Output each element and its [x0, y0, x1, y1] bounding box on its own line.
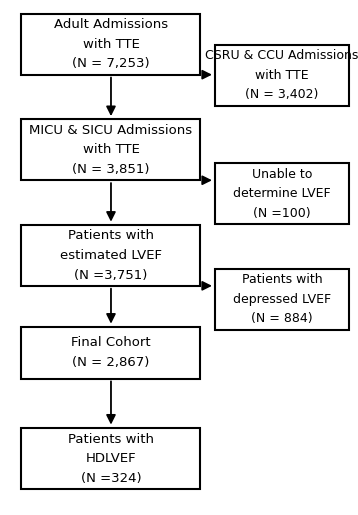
FancyBboxPatch shape — [21, 327, 200, 379]
Text: CSRU & CCU Admissions: CSRU & CCU Admissions — [205, 49, 358, 62]
Text: (N =324): (N =324) — [81, 472, 141, 485]
Text: determine LVEF: determine LVEF — [233, 187, 331, 200]
Text: (N =100): (N =100) — [253, 207, 311, 220]
Text: with TTE: with TTE — [255, 68, 309, 82]
Text: Unable to: Unable to — [252, 167, 312, 181]
Text: Adult Admissions: Adult Admissions — [54, 18, 168, 31]
FancyBboxPatch shape — [21, 428, 200, 489]
Text: (N = 7,253): (N = 7,253) — [72, 57, 150, 71]
Text: Final Cohort: Final Cohort — [71, 336, 151, 350]
FancyBboxPatch shape — [21, 119, 200, 180]
Text: (N =3,751): (N =3,751) — [74, 268, 147, 282]
FancyBboxPatch shape — [21, 14, 200, 75]
Text: with TTE: with TTE — [83, 143, 139, 157]
Text: (N = 3,402): (N = 3,402) — [245, 88, 319, 101]
Text: (N = 2,867): (N = 2,867) — [72, 356, 150, 369]
Text: HDLVEF: HDLVEF — [86, 452, 136, 466]
Text: (N = 3,851): (N = 3,851) — [72, 163, 150, 176]
FancyBboxPatch shape — [215, 269, 349, 330]
FancyBboxPatch shape — [215, 45, 349, 106]
Text: (N = 884): (N = 884) — [251, 312, 313, 325]
Text: with TTE: with TTE — [83, 38, 139, 51]
Text: Patients with: Patients with — [242, 273, 322, 286]
Text: Patients with: Patients with — [68, 229, 154, 243]
Text: depressed LVEF: depressed LVEF — [233, 293, 331, 306]
FancyBboxPatch shape — [21, 225, 200, 286]
FancyBboxPatch shape — [215, 163, 349, 224]
Text: Patients with: Patients with — [68, 433, 154, 446]
Text: MICU & SICU Admissions: MICU & SICU Admissions — [29, 124, 193, 137]
Text: estimated LVEF: estimated LVEF — [60, 249, 162, 262]
